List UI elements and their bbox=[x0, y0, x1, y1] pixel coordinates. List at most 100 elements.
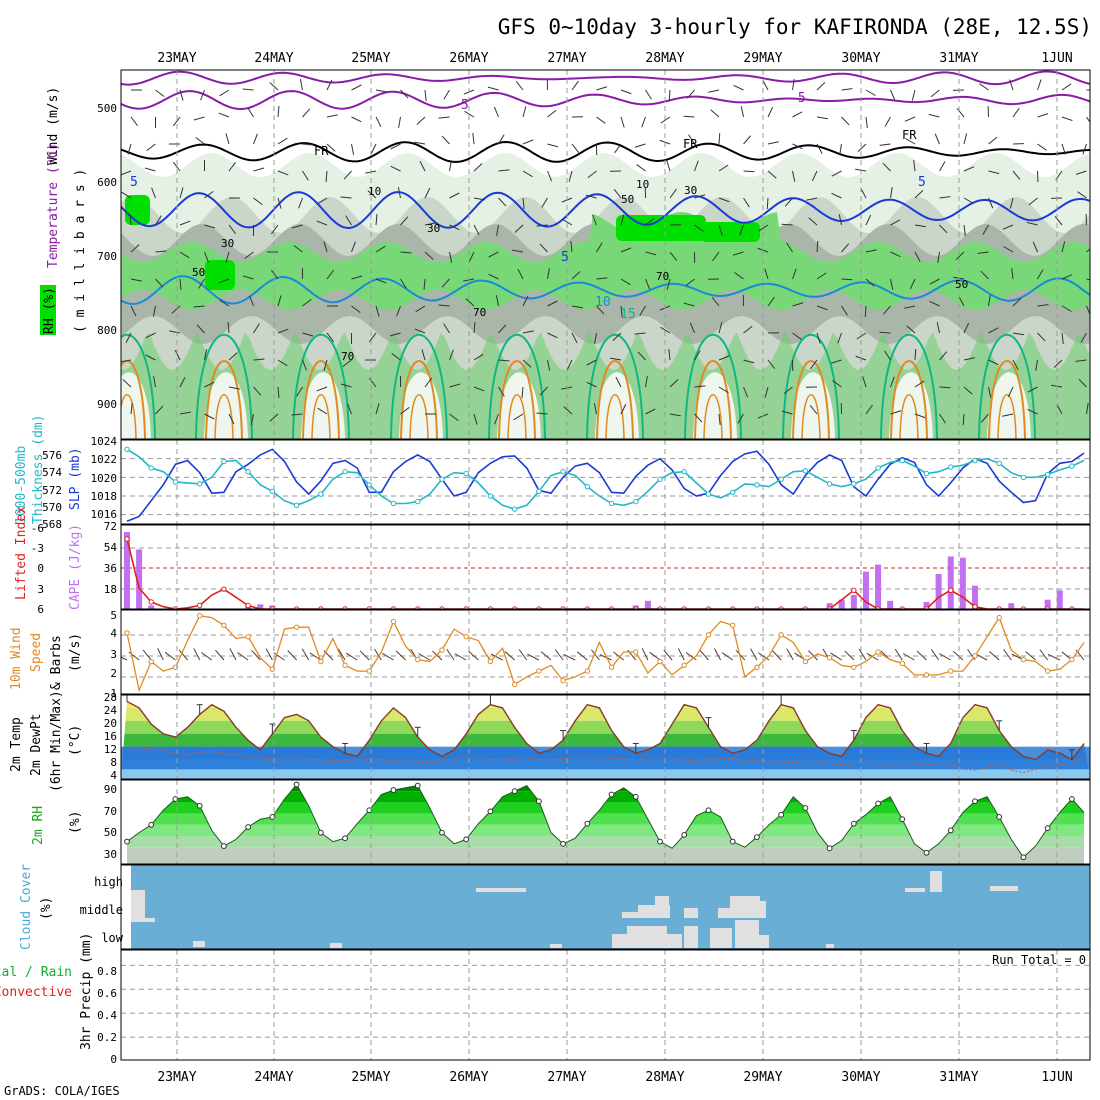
wind-barb-10-13 bbox=[449, 349, 454, 361]
wind-barb-6-33 bbox=[937, 251, 940, 263]
wind10-barb-35 bbox=[540, 651, 552, 661]
wind10-barb-51 bbox=[735, 650, 746, 661]
wind-barb-8-5 bbox=[249, 295, 254, 307]
wind-barb-6-34 bbox=[955, 251, 965, 261]
wind10m-panel bbox=[121, 610, 1090, 694]
date-top-1: 24MAY bbox=[254, 51, 293, 66]
wind-barb-5-38 bbox=[1054, 216, 1063, 226]
wind-barb-0-18 bbox=[571, 80, 579, 91]
wind-barb-8-3 bbox=[193, 305, 205, 308]
contour-label-m5b: -5 bbox=[790, 91, 806, 106]
wind10-pt-58 bbox=[826, 655, 833, 661]
wind-barb-10-16 bbox=[522, 359, 532, 368]
thickness-line-pt-68 bbox=[948, 464, 954, 470]
thickness-line-pt-78 bbox=[1069, 463, 1075, 469]
wind-barb-3-31 bbox=[882, 162, 891, 172]
date-bottom-8: 31MAY bbox=[939, 1070, 978, 1085]
isotherm-m5-upper bbox=[121, 70, 1090, 86]
isotherm-20-8 bbox=[890, 360, 928, 439]
wind-barb-8-21 bbox=[639, 305, 646, 316]
slp-tick-left-1: 574 bbox=[42, 466, 62, 479]
slp-tick-right-4: 1016 bbox=[91, 508, 118, 521]
isotherm-25-3 bbox=[409, 394, 429, 439]
thickness-line-pt-38 bbox=[584, 483, 591, 490]
wind-barb-6-37 bbox=[1032, 241, 1038, 253]
wind-barb-2-30 bbox=[857, 143, 867, 153]
wind-barb-9-18 bbox=[571, 332, 578, 344]
label-precip-a: 3hr Precip (mm) bbox=[79, 933, 94, 1050]
wind10-barb-1 bbox=[128, 651, 140, 661]
cape-bar-77 bbox=[1056, 590, 1063, 609]
wind10-pt-44 bbox=[657, 658, 663, 665]
date-top-0: 23MAY bbox=[157, 51, 196, 66]
rh2m-pt-36 bbox=[560, 840, 567, 847]
wind-barb-8-2 bbox=[171, 305, 181, 314]
panel-frame-2 bbox=[120, 524, 1091, 610]
wind-barb-10-39 bbox=[1075, 359, 1087, 362]
rh-saturated-0 bbox=[616, 215, 706, 241]
isotherm-25-5 bbox=[605, 394, 625, 439]
isotherm-20-9 bbox=[988, 360, 1026, 439]
wind-barb-6-16 bbox=[512, 249, 524, 253]
wind-barb-12-25 bbox=[737, 413, 744, 424]
wind-barb-5-3 bbox=[204, 224, 216, 229]
wind-barb-1-20 bbox=[620, 116, 625, 128]
wind-barb-2-20 bbox=[614, 143, 622, 154]
wind10-barb-66 bbox=[916, 650, 927, 661]
rh2m-pt-74 bbox=[1020, 854, 1027, 861]
temp-cold-band-light bbox=[121, 769, 1090, 779]
wind-barb-2-34 bbox=[963, 133, 968, 145]
wind10-barb-55 bbox=[786, 648, 794, 661]
wind-barb-5-31 bbox=[890, 219, 901, 226]
thickness-line-pt-10 bbox=[245, 469, 251, 475]
wind10-barb-46 bbox=[677, 648, 685, 661]
wind-barb-9-38 bbox=[1061, 332, 1064, 344]
wind-barb-3-18 bbox=[568, 170, 573, 182]
upper-side-labels: Wind (m/s) Temperature (°C) RH (%) ( m i… bbox=[40, 87, 88, 335]
wind-barb-2-25 bbox=[743, 135, 752, 145]
wind-barb-9-33 bbox=[936, 322, 940, 334]
label-thickness-2: Thickness (dm) bbox=[31, 414, 46, 524]
wind-barb-5-30 bbox=[865, 214, 872, 226]
lifted-index-line-pt-2 bbox=[148, 599, 154, 605]
date-bottom-3: 26MAY bbox=[449, 1070, 488, 1085]
wind-barb-0-7 bbox=[299, 79, 303, 91]
label-wind10-b: Speed bbox=[29, 633, 44, 672]
wind-barb-4-35 bbox=[988, 197, 994, 209]
wind-barb-9-37 bbox=[1037, 332, 1046, 342]
wind-barb-2-29 bbox=[839, 143, 842, 155]
rh-legend-swatch bbox=[40, 285, 56, 335]
wind10-barb-65 bbox=[902, 653, 915, 661]
wind-barb-6-39 bbox=[1086, 248, 1090, 253]
wind-barb-3-33 bbox=[939, 161, 946, 172]
wind10-barb-60 bbox=[844, 650, 855, 661]
wind-barb-3-2 bbox=[172, 161, 181, 172]
slp-tick-right-2: 1020 bbox=[91, 472, 118, 485]
wind-barb-10-7 bbox=[302, 359, 307, 371]
wind-barb-12-9 bbox=[347, 403, 352, 415]
wind-barb-6-31 bbox=[890, 251, 901, 258]
wind-barb-0-4 bbox=[219, 89, 230, 97]
isotherm-20-3 bbox=[400, 360, 438, 439]
isotherm-20-5 bbox=[596, 360, 634, 439]
wind-barb-2-14 bbox=[472, 133, 475, 145]
wind-barb-4-7 bbox=[298, 197, 303, 209]
wind-barb-7-39 bbox=[1086, 278, 1090, 281]
wind-barb-7-20 bbox=[620, 278, 631, 286]
wind-barb-4-1 bbox=[151, 187, 156, 199]
thickness-line-pt-8 bbox=[221, 458, 227, 465]
wind-barb-11-7 bbox=[296, 386, 303, 397]
temp-tick-24: 24 bbox=[104, 704, 118, 717]
wind-barb-2-0 bbox=[127, 143, 132, 155]
cape-bar-76 bbox=[1044, 599, 1051, 609]
wind-barb-5-34 bbox=[963, 224, 966, 236]
wind-barb-6-30 bbox=[865, 249, 877, 253]
wind10-pt-16 bbox=[318, 658, 324, 665]
cape-bar-68 bbox=[947, 556, 954, 609]
cape-li-panel bbox=[121, 525, 1090, 609]
rh2m-pt-58 bbox=[826, 845, 833, 852]
wind-barb-11-33 bbox=[939, 386, 951, 389]
thickness-line-pt-0 bbox=[124, 446, 130, 453]
label-temp2m-d: (°C) bbox=[68, 725, 83, 756]
wind-barb-3-7 bbox=[302, 170, 309, 181]
